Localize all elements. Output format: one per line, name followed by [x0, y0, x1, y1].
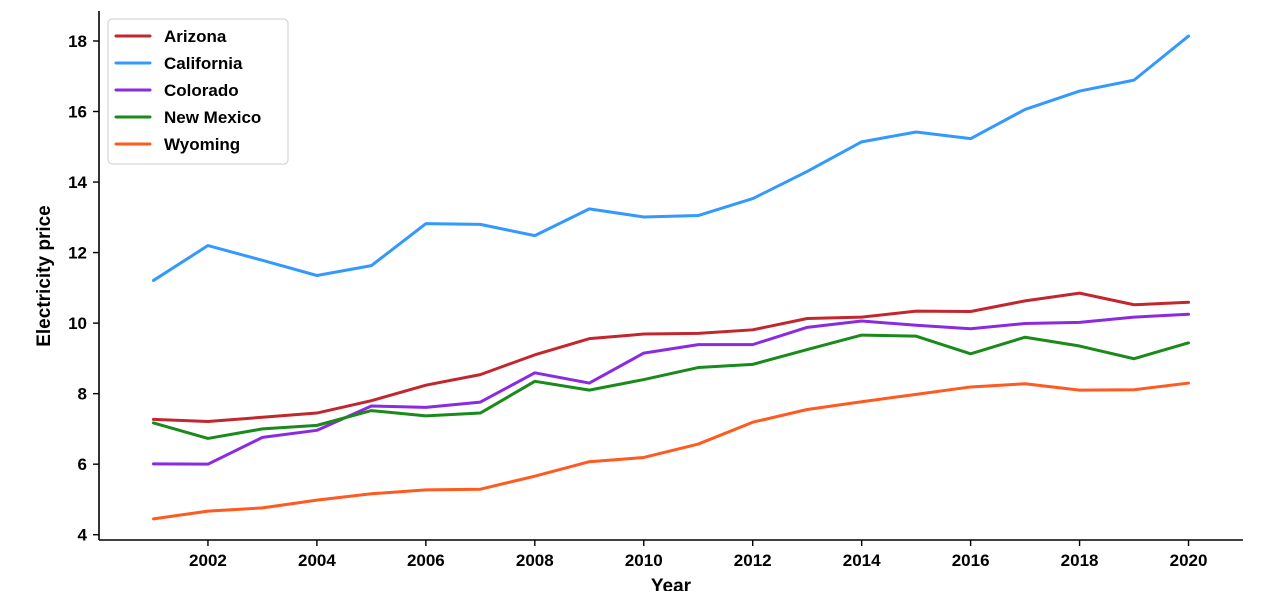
x-tick-label: 2014	[843, 551, 881, 570]
x-tick-label: 2020	[1170, 551, 1208, 570]
y-ticks: 4 6 8 10 12 14 16 18	[68, 32, 99, 545]
x-tick-label: 2012	[734, 551, 772, 570]
series-line-california	[151, 34, 1191, 282]
x-tick-label: 2006	[407, 551, 445, 570]
x-axis-title: Year	[651, 576, 692, 591]
series-line-colorado	[151, 312, 1191, 466]
y-tick-label: 6	[78, 455, 87, 474]
series-line-arizona	[151, 291, 1191, 424]
legend-label-new-mexico: New Mexico	[164, 108, 261, 127]
y-tick-label: 14	[68, 173, 87, 192]
y-tick-label: 10	[68, 314, 87, 333]
x-tick-label: 2018	[1061, 551, 1099, 570]
legend-label-colorado: Colorado	[164, 81, 239, 100]
y-axis-title: Electricity price	[34, 205, 55, 347]
series-line-wyoming	[151, 381, 1191, 521]
x-tick-label: 2008	[516, 551, 554, 570]
x-tick-label: 2010	[625, 551, 663, 570]
x-ticks: 2002 2004 2006 2008 2010 2012 2014 2016 2018 2020	[189, 540, 1207, 570]
legend: Arizona California Colorado New Mexico Wyomi…	[107, 18, 289, 165]
series-lines	[151, 34, 1191, 521]
y-tick-label: 12	[68, 244, 87, 263]
y-tick-label: 16	[68, 103, 87, 122]
x-tick-label: 2002	[189, 551, 227, 570]
x-tick-label: 2004	[298, 551, 336, 570]
legend-frame	[107, 18, 289, 165]
x-tick-label: 2016	[952, 551, 990, 570]
axes	[98, 11, 1243, 541]
series-line-new-mexico	[151, 333, 1191, 440]
y-tick-label: 4	[78, 526, 88, 545]
y-tick-label: 18	[68, 32, 87, 51]
legend-label-arizona: Arizona	[164, 27, 227, 46]
y-tick-label: 8	[78, 385, 87, 404]
legend-label-california: California	[164, 54, 243, 73]
legend-label-wyoming: Wyoming	[164, 135, 240, 154]
